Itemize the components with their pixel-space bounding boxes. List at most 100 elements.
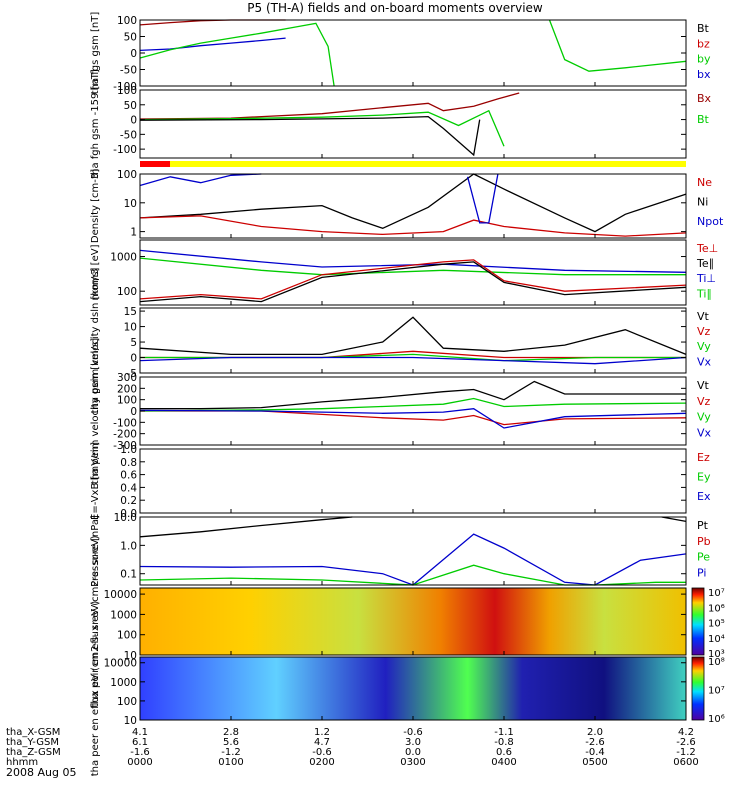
legend-entry: Te⊥ (696, 242, 718, 255)
legend-entry: Pe (697, 551, 710, 564)
series-line-ti (139, 249, 687, 273)
y-tick-label: 0.0 (120, 508, 137, 520)
panel-frame (139, 173, 687, 239)
x-tick-label: -1.2 (221, 747, 241, 758)
panel-7: 0.00.20.40.60.81.0 E=-VxB [mV/m] Ez Ey Ex (90, 442, 711, 520)
series-line-npot (139, 173, 262, 187)
x-tick-label: 2.8 (223, 727, 239, 738)
series-line-pt (661, 516, 687, 523)
x-tick-label: -1.2 (676, 747, 696, 758)
y-tick-label: 100 (117, 696, 137, 708)
x-tick-label: 0100 (218, 757, 243, 768)
y-tick-label: 10000 (104, 658, 137, 670)
y-tick-label: 100 (117, 169, 137, 181)
series-line-pi (139, 533, 687, 586)
colorbar-label: 10⁷ (708, 686, 725, 697)
y-axis-label: tha fgh gsm -159 [nT] (90, 69, 101, 179)
x-row-label: tha_X-GSM (6, 727, 60, 738)
legend-entry: Vx (697, 426, 712, 439)
panel-2: -100 -50 0 50 100 tha fgh gsm -159 [nT] Bx Bt (90, 69, 712, 179)
legend-entry: Npot (697, 215, 724, 228)
x-row-label: tha_Y-GSM (6, 737, 59, 748)
legend-entry: Vy (697, 411, 711, 424)
spectrogram-2 (140, 657, 686, 720)
y-axis-label: tha fgs gsm [nT] (90, 12, 101, 95)
legend-entry: Vx (697, 355, 712, 368)
panel-frame (139, 239, 687, 306)
legend-entry: bz (697, 37, 710, 50)
x-row-label: hhmm (6, 757, 38, 768)
legend-entry: Vt (697, 379, 710, 392)
legend-entry: Vy (697, 340, 711, 353)
y-tick-label: 10000 (104, 589, 137, 601)
legend-entry: Bt (697, 22, 710, 35)
x-tick-label: 4.2 (678, 727, 694, 738)
y-axis-label: Density [cm-3] (90, 169, 101, 243)
x-tick-label: 0400 (491, 757, 516, 768)
y-tick-label: 100 (117, 15, 137, 27)
y-tick-label: 0 (130, 115, 137, 127)
x-tick-label: -0.6 (312, 747, 332, 758)
x-tick-label: -2.6 (676, 737, 696, 748)
colorbar-label: 10⁵ (708, 619, 725, 630)
y-tick-label: 1000 (110, 677, 137, 689)
x-tick-label: -0.4 (585, 747, 605, 758)
series-line-vy (139, 397, 687, 412)
y-tick-label: 1.0 (120, 540, 137, 552)
series-line-npot (466, 173, 499, 224)
legend-entry: bx (697, 68, 711, 81)
date-label: 2008 Aug 05 (6, 766, 76, 779)
x-tick-label: 4.7 (314, 737, 330, 748)
y-tick-label: 0.6 (120, 470, 137, 482)
y-tick-label: -100 (113, 417, 137, 429)
series-line-bx (139, 92, 520, 120)
y-tick-label: 0.4 (120, 482, 137, 494)
legend-entry: Vz (697, 325, 711, 338)
y-tick-label: 0.1 (120, 569, 137, 581)
x-row-label: tha_Z-GSM (6, 747, 61, 758)
colorbar-label: 10⁴ (708, 634, 725, 645)
x-tick-label: -0.8 (494, 737, 514, 748)
y-tick-label: 50 (124, 32, 137, 44)
series-line-pe (139, 564, 686, 586)
series-line-ti (139, 257, 686, 276)
series-line-vt (140, 380, 686, 410)
region-bar-segment (140, 161, 170, 167)
legend-entry: Bx (697, 92, 712, 105)
x-tick-label: -2.6 (585, 737, 605, 748)
legend-entry: Ti∥ (696, 287, 712, 300)
panel-frame (139, 19, 687, 87)
series-line-te (139, 259, 687, 300)
y-tick-label: 200 (117, 383, 137, 395)
x-tick-label: 5.6 (223, 737, 239, 748)
panel-5: -5 0 5 10 15 tha peim velocity dsln [km/s] Vt V… (90, 268, 712, 414)
y-tick-label: 5 (130, 337, 137, 349)
y-tick-label: 0 (130, 48, 137, 60)
y-axis-label: E=-VxB [mV/m] (90, 442, 101, 520)
x-axis-labels: tha_X-GSM 4.1 2.8 1.2 -0.6 -1.1 2.0 4.2 tha_Y-GS… (6, 727, 699, 768)
y-tick-label: 10.0 (114, 512, 137, 524)
colorbar-1: 10³ 10⁴ 10⁵ 10⁶ 10⁷ (691, 587, 725, 660)
x-tick-label: 0500 (582, 757, 607, 768)
series-line-vx (139, 356, 687, 365)
series-line-ni (139, 173, 687, 233)
series-line-te (139, 261, 687, 303)
y-tick-label: 15 (124, 306, 137, 318)
series-line-bx (139, 37, 286, 52)
series-line-bt (139, 109, 505, 147)
y-tick-label: 100 (117, 395, 137, 407)
legend-entry: Ex (697, 490, 711, 503)
y-axis-label: tha peim velocity dsln [km/s] (90, 268, 101, 414)
figure-title: P5 (TH-A) fields and on-board moments ov… (247, 1, 543, 15)
y-tick-label: 0.2 (120, 495, 137, 507)
x-tick-label: 2.0 (587, 727, 603, 738)
y-tick-label: -100 (113, 81, 137, 93)
y-tick-label: 1000 (110, 252, 137, 264)
colorbar-label: 10³ (708, 649, 725, 660)
y-tick-label: 300 (117, 372, 137, 384)
legend-entry: by (697, 53, 711, 66)
panel-4: 100 1000 mom3 [eV] Te⊥ Te∥ Ti⊥ Ti∥ (90, 239, 718, 306)
series-line-pt (139, 516, 353, 538)
y-tick-label: 0 (130, 353, 137, 365)
